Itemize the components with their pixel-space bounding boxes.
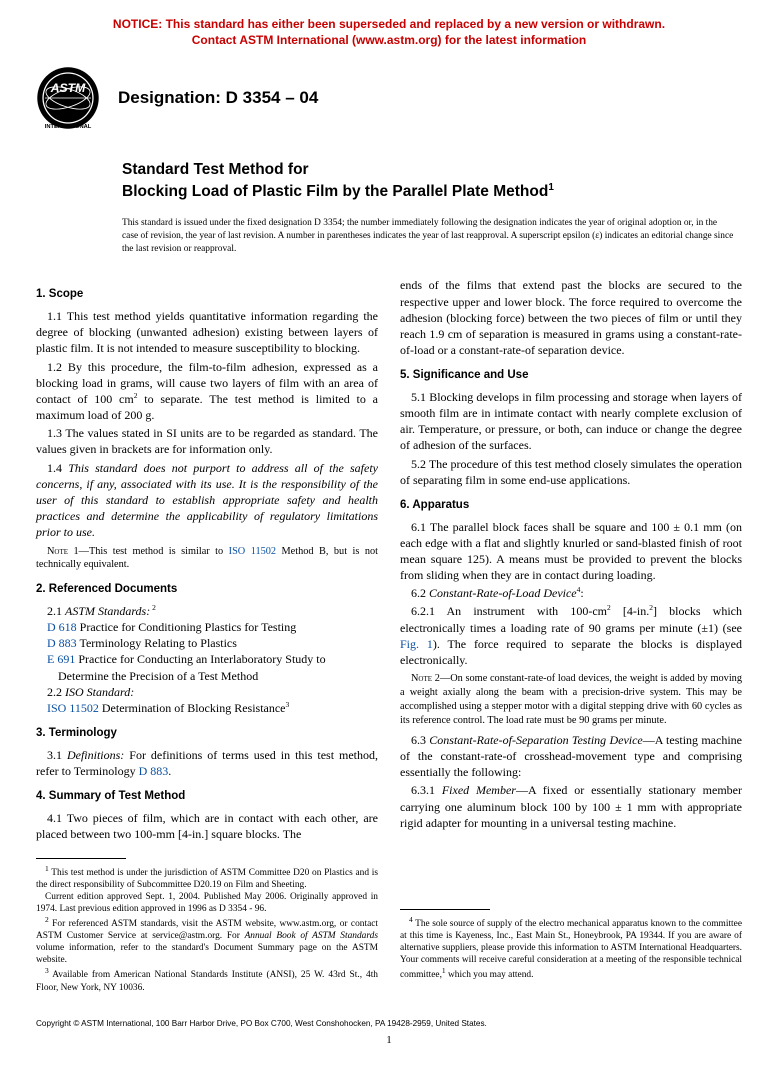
footnote-separator-left	[36, 858, 126, 859]
para-6-2: 6.2 Constant-Rate-of-Load Device4:	[400, 585, 742, 601]
ref-iso: ISO 11502 Determination of Blocking Resi…	[36, 700, 378, 716]
para-1-4: 1.4 This standard does not purport to ad…	[36, 460, 378, 541]
header-row: ASTM INTERNATIONAL Designation: D 3354 –…	[36, 66, 742, 130]
svg-text:ASTM: ASTM	[50, 82, 86, 96]
footnote-3: 3 Available from American National Stand…	[36, 966, 378, 993]
footnote-1b: Current edition approved Sept. 1, 2004. …	[36, 891, 378, 915]
ref-d883: D 883 Terminology Relating to Plastics	[36, 635, 378, 651]
note-2: Note 2—On some constant-rate-of load dev…	[400, 672, 742, 728]
footnote-2: 2 For referenced ASTM standards, visit t…	[36, 915, 378, 966]
heading-apparatus: 6. Apparatus	[400, 498, 742, 514]
note-1: Note 1—This test method is similar to IS…	[36, 545, 378, 573]
para-1-3: 1.3 The values stated in SI units are to…	[36, 425, 378, 457]
title-line2: Blocking Load of Plastic Film by the Par…	[122, 181, 742, 203]
para-4-1-cont: ends of the films that extend past the b…	[400, 277, 742, 358]
link-iso[interactable]: ISO 11502	[47, 701, 99, 715]
copyright: Copyright © ASTM International, 100 Barr…	[36, 1018, 742, 1029]
para-4-1: 4.1 Two pieces of film, which are in con…	[36, 810, 378, 842]
para-2-1: 2.1 ASTM Standards: 2	[36, 603, 378, 619]
heading-scope: 1. Scope	[36, 287, 378, 303]
footnote-4: 4 The sole source of supply of the elect…	[400, 915, 742, 981]
body-columns: 1. Scope 1.1 This test method yields qua…	[36, 277, 742, 993]
right-column: ends of the films that extend past the b…	[400, 277, 742, 993]
ref-e691-a: E 691 Practice for Conducting an Interla…	[36, 651, 378, 667]
designation: Designation: D 3354 – 04	[118, 87, 318, 110]
page-number: 1	[36, 1033, 742, 1048]
footnote-separator-right	[400, 909, 490, 910]
link-d883-2[interactable]: D 883	[139, 764, 169, 778]
para-1-2: 1.2 By this procedure, the film-to-film …	[36, 359, 378, 424]
heading-significance: 5. Significance and Use	[400, 368, 742, 384]
title-block: Standard Test Method for Blocking Load o…	[122, 160, 742, 203]
notice-line1: NOTICE: This standard has either been su…	[113, 17, 665, 31]
para-3-1: 3.1 Definitions: For definitions of term…	[36, 747, 378, 779]
para-6-3-1: 6.3.1 Fixed Member—A fixed or essentiall…	[400, 782, 742, 831]
top-notice: NOTICE: This standard has either been su…	[36, 16, 742, 48]
left-column: 1. Scope 1.1 This test method yields qua…	[36, 277, 378, 993]
para-6-2-1: 6.2.1 An instrument with 100-cm2 [4-in.2…	[400, 603, 742, 668]
title-text: Blocking Load of Plastic Film by the Par…	[122, 183, 548, 200]
notice-line2: Contact ASTM International (www.astm.org…	[192, 33, 586, 47]
link-e691[interactable]: E 691	[47, 652, 75, 666]
heading-terminology: 3. Terminology	[36, 726, 378, 742]
heading-summary: 4. Summary of Test Method	[36, 789, 378, 805]
para-2-2: 2.2 ISO Standard:	[36, 684, 378, 700]
link-d883[interactable]: D 883	[47, 636, 77, 650]
svg-text:INTERNATIONAL: INTERNATIONAL	[45, 124, 92, 130]
link-d618[interactable]: D 618	[47, 620, 77, 634]
link-fig1[interactable]: Fig. 1	[400, 637, 433, 651]
title-sup: 1	[548, 182, 554, 193]
para-1-1: 1.1 This test method yields quantitative…	[36, 308, 378, 357]
footnote-1: 1 This test method is under the jurisdic…	[36, 864, 378, 891]
title-line1: Standard Test Method for	[122, 160, 742, 181]
para-6-1: 6.1 The parallel block faces shall be sq…	[400, 519, 742, 584]
issuance-note: This standard is issued under the fixed …	[122, 217, 742, 255]
para-6-3: 6.3 Constant-Rate-of-Separation Testing …	[400, 732, 742, 781]
link-iso-11502[interactable]: ISO 11502	[229, 546, 276, 557]
heading-refs: 2. Referenced Documents	[36, 582, 378, 598]
para-5-1: 5.1 Blocking develops in film processing…	[400, 389, 742, 454]
ref-e691-b: Determine the Precision of a Test Method	[36, 668, 378, 684]
para-5-2: 5.2 The procedure of this test method cl…	[400, 456, 742, 488]
ref-d618: D 618 Practice for Conditioning Plastics…	[36, 619, 378, 635]
astm-logo: ASTM INTERNATIONAL	[36, 66, 100, 130]
